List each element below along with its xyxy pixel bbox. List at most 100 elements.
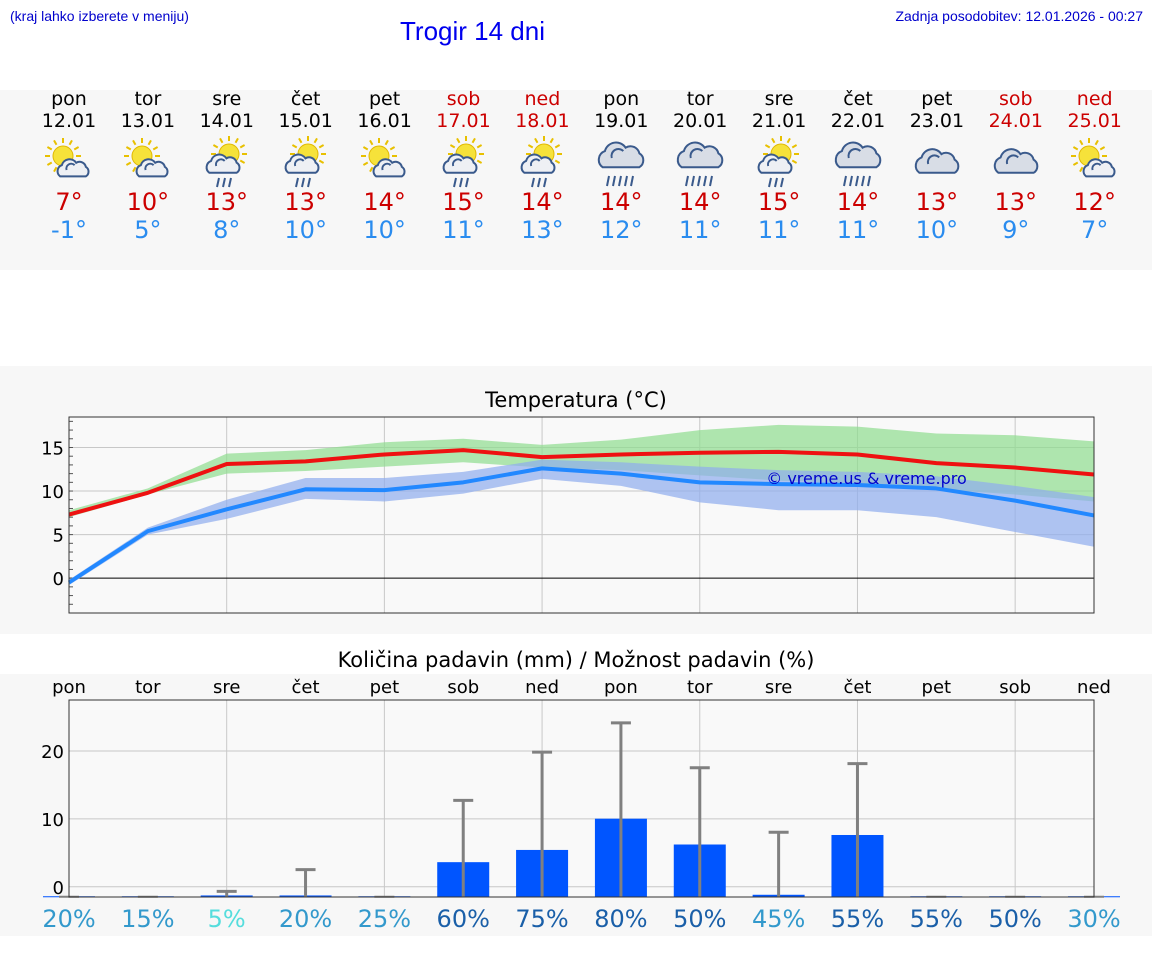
day-name: čet (290, 88, 321, 110)
last-update: Zadnja posodobitev: 12.01.2026 - 00:27 (895, 8, 1143, 24)
sun-cloud-icon (29, 136, 109, 192)
temp-max: 7° (55, 188, 83, 216)
precip-probability: 55% (831, 905, 884, 933)
temp-max: 13° (205, 188, 249, 216)
precip-probability: 60% (437, 905, 490, 933)
day-name: ned (1076, 88, 1113, 110)
temp-max: 13° (994, 188, 1038, 216)
day-name: sob (999, 88, 1033, 110)
day-label: sre (213, 677, 240, 698)
day-column: sre 14.01 13° 8° (187, 88, 267, 244)
precipitation-chart-title: Količina padavin (mm) / Možnost padavin … (337, 648, 815, 672)
day-column: ned 25.01 12° 7° (1055, 88, 1135, 244)
temp-min: 12° (600, 216, 643, 244)
temp-min: 7° (1081, 216, 1109, 244)
menu-hint[interactable]: (kraj lahko izberete v meniju) (10, 8, 189, 24)
day-date: 24.01 (988, 110, 1043, 132)
sun-cloud-icon (345, 136, 425, 192)
day-date: 19.01 (594, 110, 649, 132)
cloud-rain-icon (818, 136, 898, 192)
day-column: tor 20.01 14° 11° (660, 88, 740, 244)
day-name: tor (134, 88, 162, 110)
day-column: tor 13.01 10° 5° (108, 88, 188, 244)
sun-cloud-rain-icon (424, 136, 504, 192)
day-date: 22.01 (830, 110, 886, 132)
cloud-rain-icon (581, 136, 661, 192)
sun-cloud-rain-icon (187, 136, 267, 192)
temp-max: 15° (442, 188, 485, 216)
precip-probability: 15% (121, 905, 174, 933)
temp-max: 14° (600, 188, 643, 216)
temp-min: 5° (134, 216, 162, 244)
day-label: sob (447, 677, 479, 698)
y-tick-label: 0 (53, 878, 64, 899)
temp-max: 13° (284, 188, 327, 216)
temp-max: 10° (126, 188, 170, 216)
day-date: 23.01 (909, 110, 965, 132)
precip-probability: 5% (208, 905, 246, 933)
day-name: pon (603, 88, 640, 110)
day-label: pet (370, 677, 400, 698)
day-name: čet (843, 88, 873, 110)
day-label: čet (292, 677, 320, 698)
temp-min: 13° (521, 216, 564, 244)
day-column: pon 19.01 14° 12° (581, 88, 661, 244)
max-range-band (69, 424, 1094, 518)
day-date: 14.01 (199, 110, 254, 132)
day-date: 20.01 (672, 110, 728, 132)
precip-probability: 55% (910, 905, 963, 933)
temp-min: 11° (442, 216, 485, 244)
precip-probability: 20% (42, 905, 95, 933)
y-tick-label: 10 (41, 482, 64, 503)
day-column: pon 12.01 7° -1° (29, 88, 109, 244)
precip-probability: 45% (752, 905, 805, 933)
day-label: sre (765, 677, 792, 698)
day-label: pon (52, 677, 86, 698)
plot-area (69, 700, 1094, 897)
watermark: © vreme.us & vreme.pro (766, 469, 967, 488)
cloud-rain-icon (660, 136, 740, 192)
precip-probability: 25% (358, 905, 411, 933)
day-column: pet 16.01 14° 10° (345, 88, 425, 244)
temp-max: 14° (678, 188, 722, 216)
y-tick-label: 5 (53, 526, 64, 547)
page-title: Trogir 14 dni (400, 16, 545, 46)
day-column: čet 15.01 13° 10° (266, 88, 346, 244)
sun-cloud-rain-icon (502, 136, 582, 192)
day-name: pet (921, 88, 953, 110)
cloud-icon (897, 136, 977, 192)
temp-min: 8° (213, 216, 241, 244)
temp-max: 15° (757, 188, 801, 216)
sun-cloud-icon (1055, 136, 1135, 192)
day-column: sre 21.01 15° 11° (739, 88, 819, 244)
day-date: 18.01 (515, 110, 570, 132)
day-name: sre (212, 88, 242, 110)
y-tick-label: 15 (41, 438, 64, 459)
temp-max: 13° (915, 188, 959, 216)
y-tick-label: 20 (41, 742, 64, 763)
day-label: tor (135, 677, 161, 698)
sun-cloud-rain-icon (739, 136, 819, 192)
temp-min: 11° (678, 216, 722, 244)
plot-frame (68, 416, 1095, 614)
y-tick-label: 0 (53, 569, 64, 590)
day-label: ned (1077, 677, 1111, 698)
temp-min: 10° (284, 216, 327, 244)
day-name: sob (446, 88, 481, 110)
day-date: 17.01 (436, 110, 491, 132)
day-label: sob (999, 677, 1031, 698)
temp-max: 14° (363, 188, 406, 216)
daily-forecast-band (0, 90, 1152, 270)
day-column: čet 22.01 14° 11° (818, 88, 898, 244)
day-label: pon (604, 677, 638, 698)
day-column: pet 23.01 13° 10° (897, 88, 977, 244)
day-label: tor (687, 677, 713, 698)
day-name: ned (524, 88, 561, 110)
day-column: ned 18.01 14° 13° (502, 88, 582, 244)
day-date: 13.01 (120, 110, 176, 132)
temp-max: 12° (1073, 188, 1116, 216)
temp-min: 10° (915, 216, 959, 244)
day-date: 15.01 (278, 110, 333, 132)
day-name: tor (686, 88, 714, 110)
